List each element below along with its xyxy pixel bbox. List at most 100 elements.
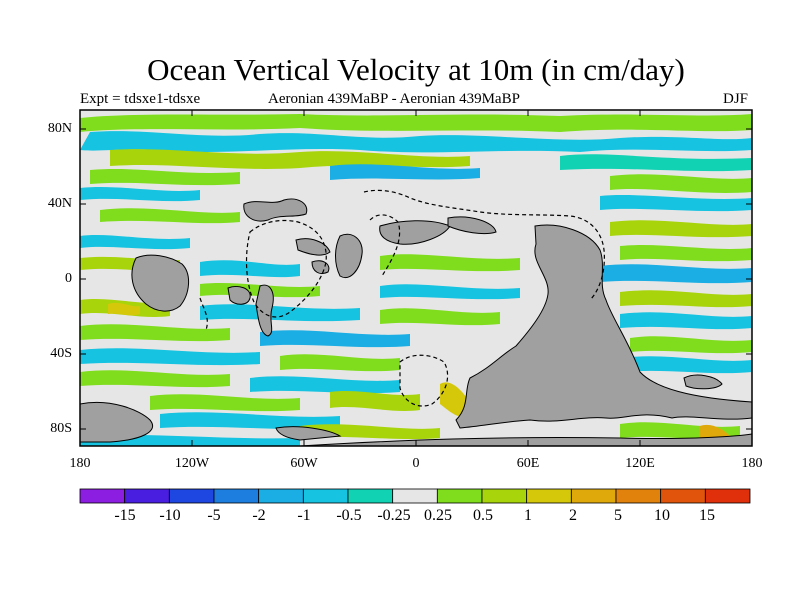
field-patch	[80, 348, 260, 366]
field-patch	[200, 304, 360, 322]
colorbar-swatch	[436, 488, 483, 504]
landmass	[683, 374, 723, 390]
colorbar	[79, 488, 751, 504]
landmass	[455, 224, 752, 429]
colorbar-swatch	[302, 488, 349, 504]
field-patch	[80, 370, 230, 388]
colorbar-label: -0.5	[336, 507, 362, 524]
dashed-contour	[245, 219, 327, 318]
field-patch	[200, 260, 300, 278]
colorbar-swatch	[168, 488, 215, 504]
map-panel	[80, 110, 752, 446]
lat-label: 80S	[50, 421, 72, 436]
field-patch	[100, 208, 240, 224]
colorbar-swatch	[481, 488, 528, 504]
colorbar-label: -1	[297, 507, 311, 524]
colorbar-swatch	[258, 488, 304, 504]
field-patch	[610, 220, 752, 238]
field-patch	[330, 391, 420, 411]
field-patch	[80, 114, 752, 132]
field-patch	[108, 302, 140, 316]
colorbar-label: -2	[252, 507, 266, 524]
lon-label: 120E	[625, 456, 655, 471]
land-masses	[80, 198, 752, 446]
season-label: DJF	[723, 91, 749, 107]
dashed-contour	[199, 297, 208, 331]
lat-label: 40S	[50, 346, 72, 361]
colorbar-label: 1	[524, 507, 532, 524]
experiment-label: Expt = tdsxe1-tdsxe	[80, 91, 201, 107]
field-patch	[260, 330, 410, 348]
field-patch	[620, 356, 752, 374]
dashed-contour	[369, 214, 401, 277]
lon-label: 120W	[174, 456, 210, 471]
landmass	[131, 254, 189, 312]
field-patch	[440, 382, 468, 417]
colorbar-label: 10	[654, 507, 670, 524]
field-patch	[330, 164, 480, 180]
landmass	[275, 426, 342, 441]
lon-label: 0	[412, 456, 420, 471]
landmass	[299, 433, 752, 446]
colorbar-swatch	[79, 488, 126, 504]
landmass	[243, 198, 308, 222]
field-patch	[250, 376, 400, 394]
lat-label: 40N	[47, 196, 72, 211]
colorbar-swatch	[347, 488, 394, 504]
lat-label: 0	[65, 271, 72, 286]
field-patch	[560, 154, 752, 172]
colorbar-swatch	[615, 488, 662, 504]
axis-ticks	[80, 110, 752, 446]
colorbar-label: -15	[114, 507, 136, 524]
tick	[191, 440, 641, 446]
field-patch	[630, 336, 752, 354]
landmass	[335, 233, 363, 278]
field-patch	[600, 195, 752, 212]
dashed-contour	[363, 189, 605, 301]
field-patch	[620, 290, 752, 308]
plot-title: Ocean Vertical Velocity at 10m (in cm/da…	[147, 52, 685, 87]
field-patch	[610, 174, 752, 193]
landmass	[379, 220, 451, 245]
field-patch	[620, 312, 752, 330]
dashed-contour	[399, 354, 449, 407]
field-patch	[80, 187, 200, 202]
colorbar-swatch	[213, 488, 260, 504]
lon-label: 60E	[516, 456, 540, 471]
colorbar-label: 0.25	[424, 507, 452, 524]
field-patch	[380, 308, 500, 326]
colorbar-swatch	[526, 488, 572, 504]
landmass	[447, 216, 497, 235]
field-patch	[80, 131, 752, 153]
lon-label: 60W	[290, 456, 318, 471]
period-label: Aeronian 439MaBP - Aeronian 439MaBP	[268, 91, 520, 107]
lat-label: 80N	[47, 121, 72, 136]
colorbar-label: -5	[207, 507, 221, 524]
field-patch	[280, 354, 400, 372]
colorbar-swatch	[660, 488, 706, 504]
colorbar-swatch	[570, 488, 617, 504]
landmass	[255, 284, 274, 337]
colorbar-swatch	[704, 488, 751, 504]
lon-label: 180	[741, 456, 763, 471]
field-patch	[160, 412, 340, 430]
colorbar-label: 15	[699, 507, 715, 524]
field-patch	[80, 235, 190, 250]
landmass	[80, 401, 153, 443]
colorbar-label: -10	[159, 507, 181, 524]
tick	[746, 128, 752, 430]
field-patch	[620, 245, 752, 262]
colorbar-label: 0.5	[473, 507, 493, 524]
field-patch	[110, 149, 470, 169]
colorbar-swatch	[392, 488, 438, 504]
colorbar-label: -0.25	[377, 507, 411, 524]
tick	[80, 128, 86, 430]
tick	[191, 110, 641, 116]
colorbar-label: 5	[614, 507, 622, 524]
field-patch	[80, 324, 230, 342]
landmass	[227, 285, 251, 305]
landmass	[295, 238, 331, 256]
lon-label: 180	[69, 456, 91, 471]
field-patch	[90, 169, 240, 186]
